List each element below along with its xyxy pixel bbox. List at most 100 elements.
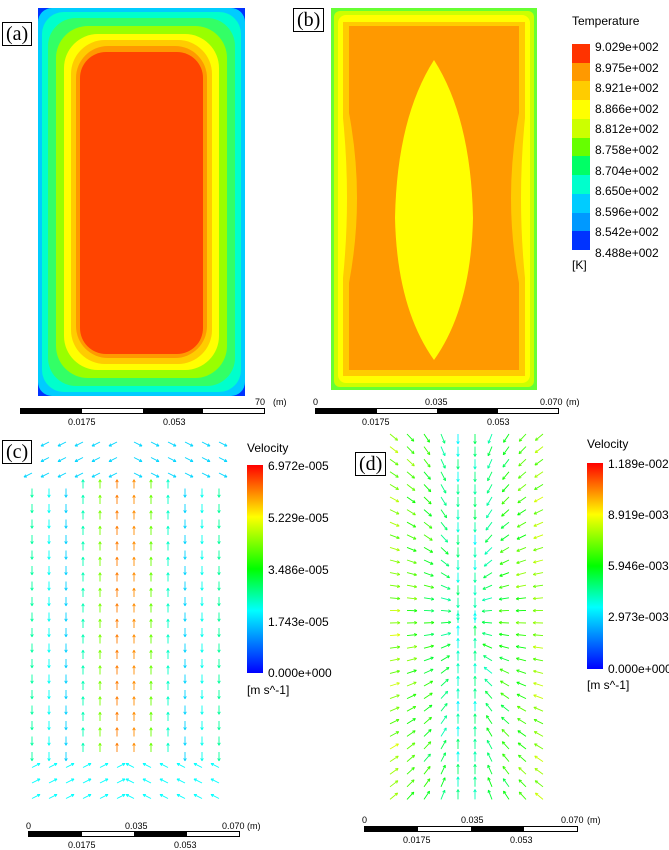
velocity-vector bbox=[424, 484, 431, 491]
velocity-d-value-2: 8.919e-003 bbox=[608, 508, 669, 522]
velocity-vector bbox=[390, 781, 398, 787]
velocity-vector bbox=[484, 560, 492, 566]
velocity-vector bbox=[441, 679, 448, 686]
velocity-c-value-5: 0.000e+000 bbox=[268, 666, 332, 680]
temperature-colorbar-segment bbox=[572, 44, 590, 63]
scalebar-c-bottom-label-1: 0.0175 bbox=[68, 840, 96, 850]
velocity-vector bbox=[518, 472, 526, 479]
velocity-vector bbox=[424, 742, 431, 749]
temperature-legend-value: 8.542e+002 bbox=[595, 225, 659, 239]
velocity-vector bbox=[535, 781, 543, 787]
velocity-vector bbox=[519, 780, 526, 787]
scalebar-d-unit: (m) bbox=[587, 815, 601, 825]
temperature-legend-value: 8.650e+002 bbox=[595, 184, 659, 198]
velocity-vector bbox=[535, 768, 543, 774]
velocity-d-value-1: 1.189e-002 bbox=[608, 457, 669, 471]
panel-a-label: (a) bbox=[2, 22, 32, 46]
panel-c-label: (c) bbox=[2, 440, 32, 464]
velocity-vector bbox=[486, 510, 492, 518]
scalebar-b-label-end: 0.070 bbox=[540, 397, 563, 407]
velocity-vector bbox=[441, 522, 447, 530]
temperature-colorbar-segment bbox=[572, 100, 590, 119]
temperature-legend-value: 8.921e+002 bbox=[595, 81, 659, 95]
scalebar-d-label-0: 0 bbox=[362, 815, 367, 825]
velocity-vector bbox=[502, 729, 509, 736]
scalebar-b-label-0: 0 bbox=[313, 397, 318, 407]
temperature-colorbar-segment bbox=[572, 119, 590, 138]
velocity-vector bbox=[535, 447, 543, 453]
velocity-colorbar-c bbox=[247, 465, 263, 673]
scalebar-b-label-mid: 0.035 bbox=[425, 397, 448, 407]
velocity-vector bbox=[407, 447, 414, 454]
velocity-vector bbox=[519, 434, 526, 441]
velocity-vector bbox=[424, 717, 432, 724]
velocity-vector bbox=[424, 693, 432, 699]
velocity-vector bbox=[503, 779, 509, 787]
velocity-vector bbox=[390, 459, 398, 465]
velocity-vector bbox=[503, 447, 509, 455]
temperature-colorbar-segment bbox=[572, 81, 590, 100]
temperature-colorbar-segment bbox=[572, 138, 590, 157]
scalebar-a-unit: (m) bbox=[273, 397, 287, 407]
velocity-vector bbox=[390, 434, 398, 440]
velocity-vector bbox=[501, 522, 509, 528]
velocity-vector bbox=[390, 756, 398, 761]
velocity-vector bbox=[535, 434, 543, 440]
velocity-vectors-d bbox=[382, 428, 552, 806]
velocity-vector bbox=[407, 767, 414, 774]
velocity-vector bbox=[519, 459, 526, 466]
velocity-vector bbox=[486, 703, 492, 711]
velocity-vector bbox=[424, 754, 430, 762]
velocity-vector bbox=[502, 484, 509, 491]
velocity-vector bbox=[424, 729, 431, 736]
temperature-colorbar-segment bbox=[572, 231, 590, 250]
velocity-c-value-2: 5.229e-005 bbox=[268, 511, 329, 525]
velocity-vector bbox=[424, 791, 430, 799]
velocity-vector bbox=[503, 459, 509, 467]
velocity-vector bbox=[424, 522, 432, 528]
scalebar-d-bottom-label-2: 0.053 bbox=[510, 835, 533, 845]
velocity-vector bbox=[503, 766, 509, 774]
velocity-vector bbox=[424, 447, 430, 455]
temperature-legend-value: 8.812e+002 bbox=[595, 122, 659, 136]
velocity-vector bbox=[441, 703, 447, 711]
velocity-vector bbox=[519, 447, 526, 454]
scalebar-c-label-end: 0.070 bbox=[222, 821, 245, 831]
temperature-colorbar bbox=[572, 44, 590, 250]
velocity-vector bbox=[441, 547, 448, 554]
temperature-legend-value: 8.758e+002 bbox=[595, 143, 659, 157]
velocity-vectors-c bbox=[20, 432, 230, 812]
velocity-vector bbox=[424, 497, 431, 504]
velocity-vector bbox=[485, 535, 492, 543]
velocity-vector bbox=[390, 472, 398, 478]
scalebar-c-unit: (m) bbox=[247, 821, 261, 831]
velocity-vector bbox=[390, 768, 398, 774]
scalebar-c-label-mid: 0.035 bbox=[125, 821, 148, 831]
velocity-vector bbox=[424, 535, 432, 541]
velocity-vector bbox=[424, 459, 430, 467]
scalebar-b-bottom-label-1: 0.0175 bbox=[362, 417, 390, 427]
velocity-vector bbox=[518, 755, 526, 762]
scalebar-a-bottom-label-1: 0.0175 bbox=[68, 417, 96, 427]
scalebar-a-bottom-label-2: 0.053 bbox=[163, 417, 186, 427]
velocity-vector bbox=[485, 679, 492, 686]
velocity-vector bbox=[407, 743, 415, 749]
velocity-vector bbox=[424, 472, 430, 480]
velocity-d-value-5: 0.000e+000 bbox=[608, 662, 669, 676]
velocity-c-unit: [m s^-1] bbox=[247, 683, 289, 697]
scalebar-d-label-mid: 0.035 bbox=[461, 815, 484, 825]
velocity-colorbar-d bbox=[587, 463, 603, 669]
velocity-vector bbox=[518, 497, 526, 503]
velocity-vector bbox=[502, 510, 509, 517]
scalebar-b-bottom-label-2: 0.053 bbox=[487, 417, 510, 427]
velocity-vector bbox=[407, 731, 415, 737]
velocity-vector bbox=[518, 484, 526, 490]
velocity-vector bbox=[501, 535, 509, 541]
velocity-vector bbox=[424, 510, 432, 517]
velocity-vector bbox=[407, 755, 415, 761]
velocity-vector bbox=[485, 691, 492, 699]
velocity-d-value-3: 5.946e-003 bbox=[608, 559, 669, 573]
velocity-vector bbox=[484, 667, 492, 673]
temperature-colorbar-segment bbox=[572, 194, 590, 213]
velocity-vector bbox=[486, 715, 492, 723]
